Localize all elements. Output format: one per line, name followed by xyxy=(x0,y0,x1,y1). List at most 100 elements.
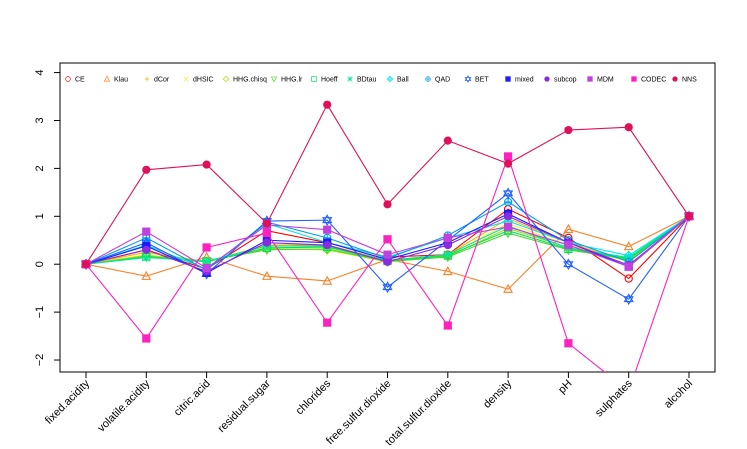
y-tick-label: 2 xyxy=(34,165,46,171)
legend-item: HHG.chisq xyxy=(222,75,267,84)
legend-item: subcop xyxy=(544,76,577,84)
legend-item: CODEC xyxy=(631,76,666,84)
data-point xyxy=(65,76,71,82)
data-point xyxy=(222,75,230,83)
legend-label: mixed xyxy=(515,77,534,84)
legend-marker xyxy=(425,76,431,82)
series-line xyxy=(85,208,690,280)
data-point xyxy=(564,240,573,250)
data-point xyxy=(323,225,332,234)
data-point xyxy=(587,76,593,82)
legend-item: BET xyxy=(464,75,489,84)
data-point xyxy=(684,212,694,221)
data-point xyxy=(262,238,271,247)
legend-label: dCor xyxy=(154,77,170,84)
data-point xyxy=(443,136,452,145)
legend-marker xyxy=(311,76,317,82)
legend-marker xyxy=(587,76,593,82)
x-tick-label: free.sulfur.dioxide xyxy=(324,378,393,447)
data-point xyxy=(623,293,634,303)
data-point xyxy=(503,283,514,293)
data-point xyxy=(383,257,392,266)
legend-label: dHSIC xyxy=(193,77,214,84)
data-point xyxy=(202,160,211,169)
data-point xyxy=(631,76,637,82)
legend-marker xyxy=(103,75,111,82)
plot-frame xyxy=(59,62,716,373)
data-point xyxy=(141,270,152,280)
data-point xyxy=(262,219,271,228)
y-tick-label: −1 xyxy=(34,306,46,319)
data-point xyxy=(624,274,633,283)
legend-marker xyxy=(65,76,71,82)
data-point-detail xyxy=(623,296,634,306)
legend-item: Ball xyxy=(386,75,409,84)
legend-marker xyxy=(222,75,230,83)
y-tick-label: 3 xyxy=(34,117,46,123)
data-point xyxy=(504,159,513,168)
data-point xyxy=(142,334,151,343)
data-point xyxy=(623,241,634,251)
data-point xyxy=(261,270,272,280)
data-point xyxy=(347,76,353,82)
legend-marker xyxy=(544,76,550,82)
data-point xyxy=(322,214,333,224)
data-point xyxy=(443,250,452,259)
legend-label: BET xyxy=(475,77,489,84)
series-codec xyxy=(81,152,694,372)
data-point xyxy=(323,240,332,250)
data-point xyxy=(202,243,211,252)
data-point-detail xyxy=(464,77,472,83)
data-point xyxy=(323,318,332,327)
y-tick-label: 4 xyxy=(34,70,46,76)
data-point xyxy=(382,281,393,291)
legend-item: BDtau xyxy=(347,76,377,84)
x-tick-label: density xyxy=(481,377,514,410)
series-mdm xyxy=(81,212,694,273)
data-point xyxy=(202,263,211,273)
data-point-detail xyxy=(425,76,431,82)
data-point xyxy=(505,76,511,82)
x-tick-label: pH xyxy=(556,378,574,396)
legend: CE Klau dCor dHSIC HHG.chisq HHG.lr Hoeff BDtau… xyxy=(65,75,697,84)
data-point xyxy=(383,235,392,244)
legend-label: MDM xyxy=(597,77,614,84)
data-point xyxy=(544,76,550,82)
legend-label: Klau xyxy=(114,77,128,84)
legend-label: QAD xyxy=(435,77,450,84)
legend-item: mixed xyxy=(505,76,534,84)
y-tick-label: 0 xyxy=(34,261,46,267)
legend-marker xyxy=(505,76,511,82)
data-point xyxy=(443,321,452,330)
legend-label: CE xyxy=(75,77,85,84)
data-point xyxy=(142,227,151,236)
data-point xyxy=(142,253,151,262)
data-point xyxy=(142,245,151,254)
y-tick-label: −2 xyxy=(34,354,46,367)
data-point-detail xyxy=(563,261,574,271)
legend-marker xyxy=(270,76,278,83)
series-subcop xyxy=(81,212,694,276)
data-point-detail xyxy=(502,190,514,200)
data-point xyxy=(624,123,633,132)
data-point-detail xyxy=(504,198,512,206)
legend-item: CE xyxy=(65,76,85,84)
data-point xyxy=(270,76,278,83)
legend-item: NNS xyxy=(672,76,697,84)
data-point-detail xyxy=(387,76,393,82)
x-axis: fixed.acidity volatile.acidity citric.acid… xyxy=(43,372,695,448)
legend-item: QAD xyxy=(425,76,450,84)
plot-area xyxy=(80,100,695,372)
data-point xyxy=(672,76,678,82)
data-point xyxy=(564,125,573,135)
data-point xyxy=(183,76,189,82)
data-point xyxy=(564,339,573,348)
data-point xyxy=(262,228,271,238)
data-point xyxy=(383,250,392,259)
y-tick-label: 1 xyxy=(34,213,46,219)
legend-marker xyxy=(144,76,150,82)
x-tick-label: residual.sugar xyxy=(216,377,274,435)
legend-label: CODEC xyxy=(641,77,666,84)
